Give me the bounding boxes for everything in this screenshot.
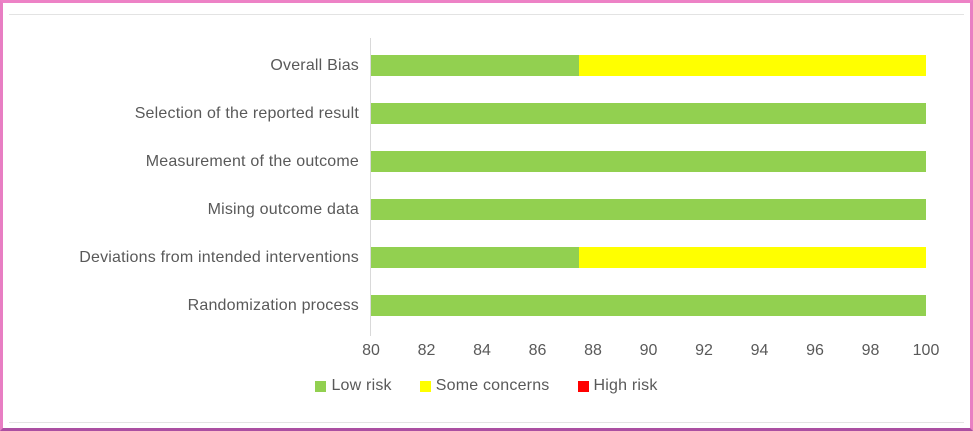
bar-segment-low-risk [371, 151, 926, 172]
legend-item-high-risk: High risk [577, 377, 658, 395]
x-tick-label: 98 [861, 342, 880, 359]
bar-segment-low-risk [371, 295, 926, 316]
x-tick-label: 94 [750, 342, 769, 359]
legend-label: Low risk [331, 377, 392, 394]
x-tick-label: 82 [417, 342, 436, 359]
legend-swatch-icon [577, 380, 589, 392]
bar-segment-low-risk [371, 199, 926, 220]
x-tick-label: 84 [473, 342, 491, 359]
y-axis-line [370, 38, 371, 336]
x-tick-label: 96 [806, 342, 824, 359]
legend-item-low-risk: Low risk [315, 377, 392, 395]
legend-swatch-icon [419, 380, 431, 392]
x-tick-label: 88 [584, 342, 602, 359]
category-label: Deviations from intended interventions [79, 248, 359, 266]
x-tick-label: 86 [528, 342, 547, 359]
x-tick-label: 100 [912, 342, 940, 359]
bar-segment-low-risk [371, 247, 580, 268]
category-label: Overall Bias [270, 56, 359, 74]
category-label: Randomization process [187, 296, 359, 314]
bar-segment-some-concerns [579, 55, 926, 76]
chart-top-rule [9, 14, 964, 15]
legend: Low risk Some concerns High risk [3, 377, 970, 395]
x-tick-label: 92 [695, 342, 713, 359]
bar-segment-some-concerns [579, 247, 926, 268]
chart-bottom-rule [9, 422, 964, 423]
bar-segment-low-risk [371, 103, 926, 124]
category-label: Measurement of the outcome [145, 152, 359, 170]
legend-label: High risk [593, 377, 658, 394]
x-tick-label: 90 [639, 342, 658, 359]
category-label: Mising outcome data [207, 200, 359, 218]
bar-segment-low-risk [371, 55, 580, 76]
risk-of-bias-chart: Overall Bias Selection of the reported re… [3, 3, 970, 428]
legend-swatch-icon [315, 380, 327, 392]
x-tick-label: 80 [362, 342, 380, 359]
category-label: Selection of the reported result [134, 104, 359, 122]
legend-item-some-concerns: Some concerns [419, 377, 550, 395]
legend-label: Some concerns [435, 377, 550, 394]
